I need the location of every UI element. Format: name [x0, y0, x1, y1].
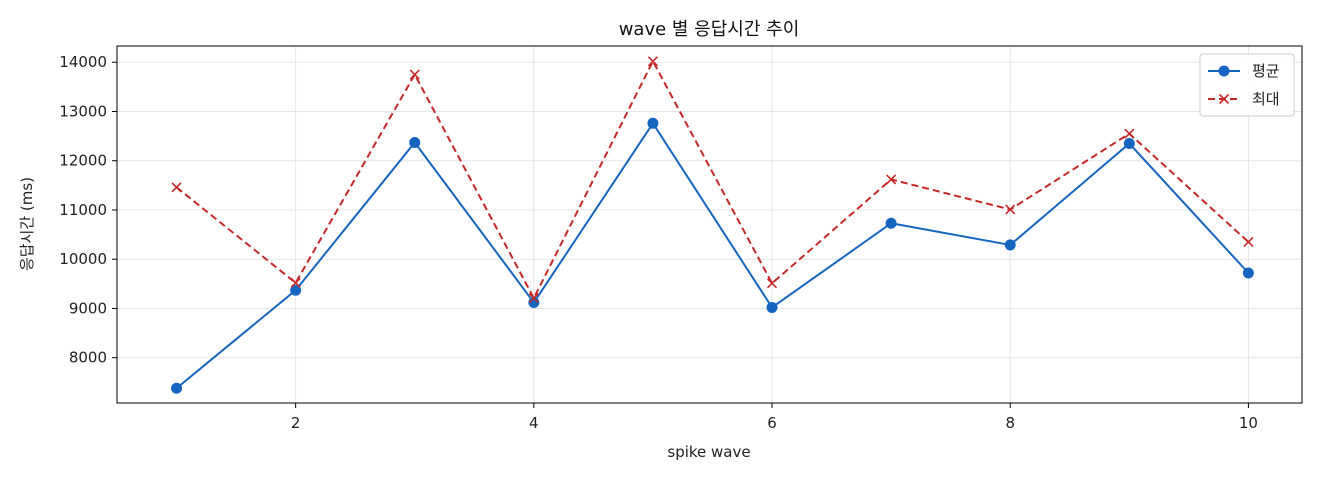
legend-box [1199, 53, 1295, 117]
series-1-point [1004, 239, 1016, 251]
y-tick-label: 12000 [59, 152, 107, 170]
marker-stroke [766, 278, 778, 289]
x-axis-title: spike wave [667, 443, 750, 461]
series-2-line [175, 60, 1250, 300]
series-2-point [886, 174, 897, 185]
series-2 [171, 56, 1254, 304]
x-tick-label: 6 [767, 414, 777, 432]
y-tick-label: 14000 [59, 53, 107, 71]
marker-stroke [1005, 204, 1016, 215]
series-2-point [766, 278, 778, 289]
x-tick-label: 4 [529, 414, 539, 432]
series-1-point [1242, 267, 1254, 279]
legend-label: 평균 [1252, 62, 1280, 80]
marker-stroke [290, 277, 301, 288]
legend-label: 최대 [1252, 90, 1280, 108]
series-2-point [409, 69, 420, 80]
series-2-point [290, 277, 301, 288]
axes: 2 4 6 8 10 8000 9000 10000 11000 12000 13000 14000 [59, 45, 1303, 432]
chart-title: wave 별 응답시간 추이 [619, 19, 800, 40]
series-1-point [885, 217, 897, 229]
series-1-point [1123, 137, 1135, 149]
series-1-point [171, 382, 183, 394]
marker-stroke [647, 56, 658, 67]
marker-stroke [1124, 128, 1135, 139]
x-tick-label: 2 [291, 414, 301, 432]
grid-lines [117, 46, 1302, 403]
series-1-point [766, 301, 778, 313]
series-2-point [171, 182, 182, 193]
marker-stroke [1218, 93, 1230, 105]
series-2-point [647, 56, 658, 67]
marker-stroke [171, 182, 182, 193]
series-1-point [290, 284, 302, 296]
series-2-point [1005, 204, 1016, 215]
series-2-point [1124, 128, 1135, 139]
legend-item: 최대 [1208, 90, 1280, 108]
series-1 [171, 117, 1254, 394]
series-2-point [528, 293, 539, 304]
plot-frame [116, 45, 1303, 404]
y-tick-label: 11000 [59, 201, 107, 219]
y-axis-title: 응답시간 (ms) [18, 177, 36, 271]
series-2-point [1243, 236, 1254, 248]
x-tick-label: 10 [1239, 414, 1258, 432]
series-layer [171, 56, 1254, 394]
y-tick-label: 9000 [69, 299, 107, 317]
series-1-point [409, 137, 421, 149]
x-tick-label: 8 [1005, 414, 1015, 432]
y-tick-label: 8000 [69, 349, 107, 367]
marker-stroke [528, 293, 539, 304]
legend-swatch-marker [1218, 93, 1230, 105]
marker-stroke [1243, 236, 1254, 248]
series-1-point [647, 117, 659, 129]
y-tick-label: 10000 [59, 250, 107, 268]
legend-item: 평균 [1208, 62, 1280, 80]
marker-stroke [409, 69, 420, 80]
marker-stroke [886, 174, 897, 185]
y-tick-label: 13000 [59, 102, 107, 120]
series-1-line [175, 122, 1250, 389]
legend-swatch-marker [1218, 65, 1230, 77]
